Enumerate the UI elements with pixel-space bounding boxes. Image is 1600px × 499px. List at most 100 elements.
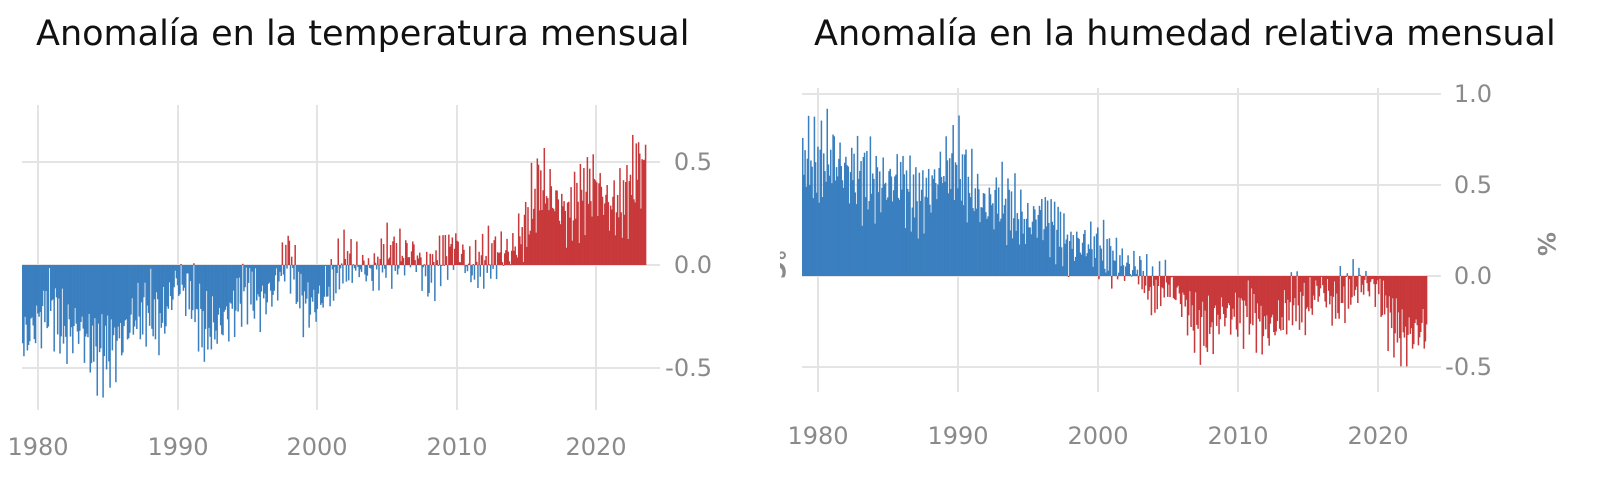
bar-month-306 [1158, 261, 1161, 276]
bar-month-481 [581, 200, 584, 265]
bars [802, 108, 1428, 367]
bar-month-52 [862, 157, 865, 276]
bar-month-456 [552, 208, 555, 265]
bar-month-30 [56, 265, 59, 335]
bar-month-237 [297, 265, 300, 272]
bar-month-2 [24, 265, 26, 317]
bar-month-56 [867, 209, 869, 276]
bar-month-232 [1072, 235, 1075, 276]
bar-month-106 [145, 265, 147, 347]
bar-month-51 [81, 265, 83, 317]
bar-month-283 [1131, 270, 1134, 276]
bar-month-181 [232, 265, 235, 291]
bar-month-189 [242, 263, 244, 265]
bar-month-270 [336, 265, 338, 274]
bar-month-233 [1073, 260, 1076, 276]
bar-month-371 [453, 248, 456, 265]
bar-month-413 [502, 265, 505, 266]
bar-month-145 [190, 265, 193, 319]
bar-month-73 [887, 197, 889, 276]
bar-month-510 [1396, 276, 1399, 343]
bar-month-427 [519, 236, 521, 265]
bar-month-429 [1302, 276, 1304, 296]
bar-month-44 [73, 265, 75, 327]
bar-month-496 [599, 173, 601, 265]
bar-month-226 [285, 244, 287, 265]
bar-month-521 [1409, 276, 1412, 334]
bar-month-501 [1386, 276, 1388, 308]
bar-month-482 [1364, 276, 1366, 280]
bar-month-251 [314, 265, 316, 313]
bar-month-203 [1038, 205, 1041, 276]
bar-month-392 [1259, 276, 1261, 322]
bar-month-37 [65, 265, 67, 337]
bar-month-158 [986, 218, 988, 276]
bar-month-528 [636, 179, 639, 265]
bar-month-117 [158, 265, 160, 356]
bar-month-224 [282, 265, 285, 275]
bar-month-464 [1343, 276, 1345, 287]
bar-month-194 [247, 265, 250, 283]
bar-month-528 [1417, 276, 1420, 346]
bar-month-173 [223, 265, 225, 312]
bar-month-133 [176, 265, 179, 286]
bar-month-491 [1374, 276, 1377, 307]
bar-month-508 [1394, 276, 1396, 334]
bar-month-193 [1027, 203, 1029, 276]
bar-month-400 [1268, 276, 1270, 346]
bar-month-318 [1172, 276, 1175, 299]
bar-month-204 [259, 265, 261, 333]
bar-month-87 [123, 265, 125, 327]
bar-month-369 [451, 237, 454, 265]
bar-month-92 [129, 265, 131, 333]
bar-month-221 [1059, 211, 1062, 276]
bar-month-252 [1095, 233, 1098, 276]
bar-month-187 [1020, 189, 1022, 276]
bar-month-256 [1100, 248, 1103, 276]
bar-month-278 [345, 265, 348, 282]
bar-month-22 [827, 164, 830, 276]
bar-month-198 [252, 265, 255, 311]
bar-month-232 [292, 265, 294, 269]
bar-month-219 [1057, 206, 1059, 276]
bar-month-220 [1058, 246, 1061, 276]
bar-month-226 [1065, 239, 1068, 276]
bar-month-518 [1406, 276, 1408, 367]
bar-month-408 [1277, 276, 1280, 301]
bar-month-388 [473, 265, 476, 280]
bar-month-412 [501, 262, 504, 265]
bar-month-59 [870, 193, 873, 276]
bar-month-279 [346, 251, 349, 265]
bar-month-150 [976, 173, 979, 276]
bar-month-174 [1004, 198, 1007, 276]
bar-month-67 [100, 265, 102, 349]
bar-month-522 [629, 174, 632, 265]
bar-month-180 [1011, 238, 1014, 276]
bar-month-489 [1372, 276, 1374, 279]
bar-month-109 [148, 265, 151, 326]
y-tick-label-0: 1.0 [1454, 80, 1492, 108]
bar-month-261 [1106, 239, 1108, 276]
bar-month-236 [296, 265, 299, 302]
bar-month-499 [1383, 276, 1386, 315]
bar-month-490 [592, 154, 594, 265]
bar-month-192 [1025, 218, 1028, 276]
bar-month-206 [261, 265, 264, 286]
bar-month-134 [178, 265, 180, 296]
bar-month-119 [160, 265, 163, 328]
bar-month-384 [469, 246, 471, 265]
bar-month-311 [1164, 259, 1167, 276]
bar-month-499 [602, 214, 605, 265]
bar-month-374 [1238, 276, 1240, 298]
bar-month-305 [377, 256, 379, 265]
bar-month-210 [266, 265, 268, 303]
bar-month-254 [317, 265, 320, 294]
bar-month-124 [166, 265, 168, 307]
bar-month-247 [1090, 221, 1092, 276]
bar-month-168 [217, 265, 220, 315]
bar-month-421 [512, 233, 514, 265]
bar-month-439 [1313, 276, 1316, 300]
bar-month-102 [140, 265, 143, 303]
bar-month-208 [1044, 197, 1047, 276]
bar-month-115 [155, 265, 158, 293]
